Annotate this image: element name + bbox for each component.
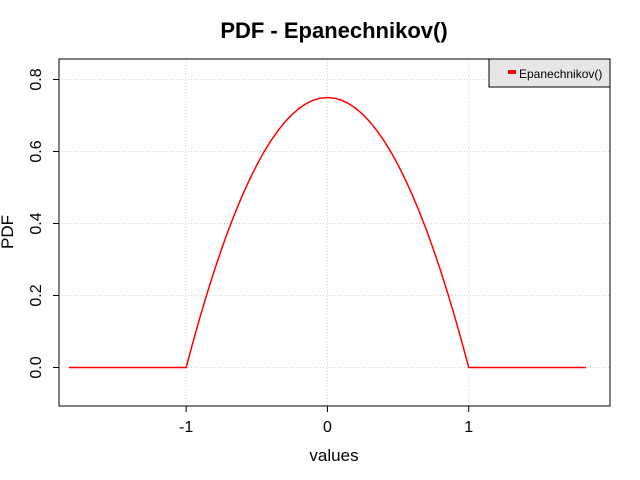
y-axis-label: PDF [0,215,17,249]
y-tick-label: 0.8 [28,68,45,90]
series-line [68,96,586,369]
legend-label: Epanechnikov() [519,67,602,81]
x-axis: -1 0 1 [179,406,473,436]
y-tick-label: 0.4 [28,212,45,234]
y-tick-label: 0.2 [28,284,45,306]
x-tick-label: 1 [464,419,473,436]
x-tick-label: 0 [323,419,332,436]
y-tick-label: 0.0 [28,356,45,378]
y-axis: 0.0 0.2 0.4 0.6 0.8 [28,68,59,379]
legend-swatch [508,70,516,74]
x-tick-label: -1 [179,419,193,436]
plot-frame [58,58,611,407]
chart-title: PDF - Epanechnikov() [220,18,447,43]
legend: Epanechnikov() [488,58,611,88]
x-axis-label: values [309,446,358,465]
y-tick-label: 0.6 [28,140,45,162]
series-layer [68,96,586,369]
